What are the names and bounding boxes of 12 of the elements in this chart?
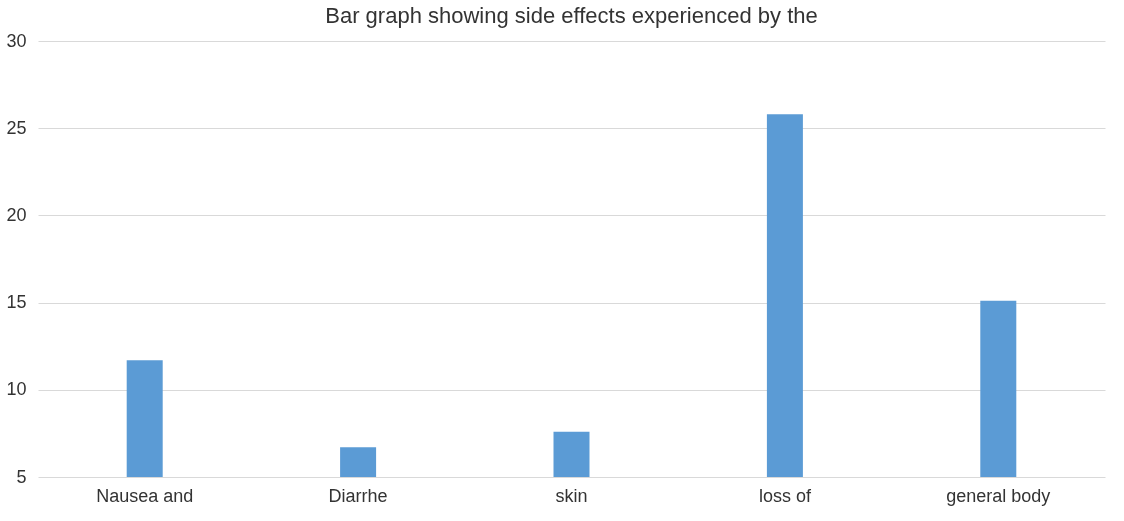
- y-tick-label: 20: [6, 204, 27, 225]
- x-tick-label: Diarrhe: [328, 485, 388, 506]
- x-tick-label: general body: [946, 485, 1051, 506]
- x-tick-label: skin: [555, 485, 588, 506]
- chart-title: Bar graph showing side effects experienced by the: [325, 3, 818, 28]
- y-tick-label: 10: [6, 379, 27, 400]
- x-tick-label: loss of: [758, 485, 812, 506]
- y-tick-label: 5: [16, 466, 27, 487]
- y-tick-label: 15: [6, 292, 27, 313]
- x-tick-label: Nausea and: [96, 485, 194, 506]
- y-tick-label: 25: [6, 117, 27, 138]
- y-tick-label: 30: [6, 30, 27, 51]
